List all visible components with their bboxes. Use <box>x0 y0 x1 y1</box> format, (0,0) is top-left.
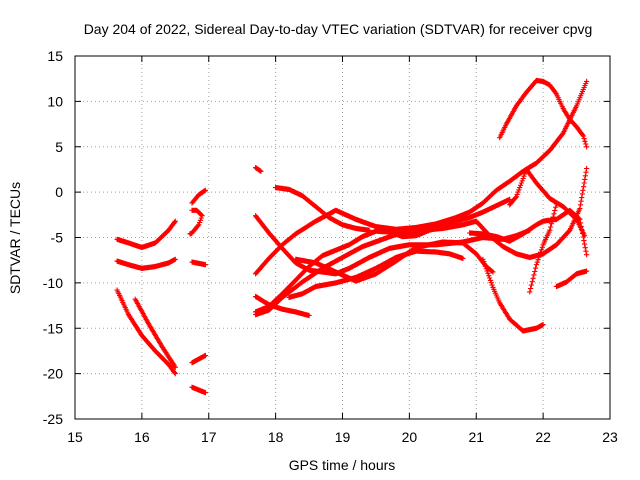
data-marks <box>189 187 208 206</box>
series-s20 <box>480 256 546 334</box>
chart-title: Day 204 of 2022, Sidereal Day-to-day VTE… <box>84 21 593 37</box>
y-tick-label: 10 <box>47 93 63 109</box>
series-s12 <box>253 213 533 277</box>
data-marks <box>114 218 178 251</box>
series-s8 <box>189 352 208 366</box>
x-tick-labels: 15 16 17 18 19 20 21 22 23 <box>67 429 618 445</box>
x-tick-label: 19 <box>335 429 351 445</box>
series-s16 <box>253 165 590 318</box>
x-tick-label: 20 <box>402 429 418 445</box>
grid <box>75 56 610 419</box>
data-marks <box>114 287 178 377</box>
series-s3 <box>114 287 178 377</box>
x-tick-label: 18 <box>268 429 284 445</box>
series-s19 <box>467 207 590 258</box>
data-marks <box>527 201 560 295</box>
series-s9 <box>189 384 208 396</box>
data-marks <box>497 77 590 150</box>
data-marks <box>189 352 208 366</box>
data-marks <box>467 207 590 258</box>
series-s1 <box>114 218 178 251</box>
x-axis-label: GPS time / hours <box>289 457 396 473</box>
series-s21 <box>507 166 588 239</box>
data-marks <box>253 213 533 277</box>
data-marks <box>253 165 590 318</box>
y-tick-label: 0 <box>55 184 63 200</box>
data-marks <box>187 207 205 237</box>
series-s23 <box>527 201 560 295</box>
y-tick-labels: 15 10 5 0 -5 -10 -15 -20 -25 <box>43 48 63 427</box>
data-marks <box>507 166 588 239</box>
data-marks <box>480 256 546 334</box>
series-s10 <box>253 165 264 174</box>
y-tick-label: 5 <box>55 139 63 155</box>
data-marks <box>293 239 496 284</box>
series-s6 <box>187 207 205 237</box>
axis-ticks <box>74 55 611 420</box>
y-axis-label: SDTVAR / TECUs <box>7 182 23 294</box>
x-tick-label: 22 <box>535 429 551 445</box>
data-marks <box>253 78 590 277</box>
data-marks <box>189 259 208 268</box>
x-tick-label: 21 <box>468 429 484 445</box>
y-tick-label: -20 <box>43 366 63 382</box>
y-tick-label: -10 <box>43 275 63 291</box>
y-tick-label: -5 <box>51 230 64 246</box>
data-marks <box>553 268 590 290</box>
data-marks <box>114 256 178 271</box>
x-tick-label: 16 <box>134 429 150 445</box>
y-tick-label: -15 <box>43 320 63 336</box>
series-s24 <box>553 268 590 290</box>
series-s2 <box>114 256 178 271</box>
data-marks <box>189 384 208 396</box>
data-points <box>114 77 590 396</box>
y-tick-label: 15 <box>47 48 63 64</box>
series-s22 <box>497 77 590 150</box>
x-tick-label: 15 <box>67 429 83 445</box>
series-s5 <box>189 187 208 206</box>
series-s18 <box>293 239 496 284</box>
series-s7 <box>189 259 208 268</box>
x-tick-label: 17 <box>201 429 217 445</box>
series-s4 <box>132 296 178 370</box>
series-s13 <box>253 78 590 277</box>
y-tick-label: -25 <box>43 411 63 427</box>
data-marks <box>132 296 178 370</box>
data-marks <box>253 165 264 174</box>
x-tick-label: 23 <box>602 429 618 445</box>
